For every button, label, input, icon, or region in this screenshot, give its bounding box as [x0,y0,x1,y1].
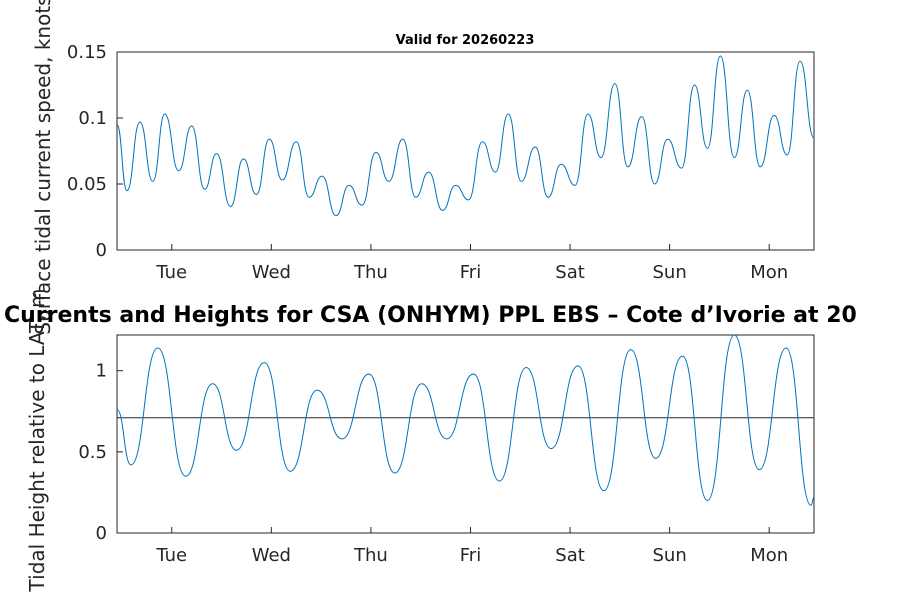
x-tick-label: Sat [555,545,585,566]
current-speed-ylabel: Surface tidal current speed, knots [31,0,55,335]
current-speed-panel: Valid for 20260223 Surface tidal current… [31,0,815,335]
x-tick-label: Sun [652,545,686,566]
x-tick-label: Wed [252,545,291,566]
current-speed-ticks: 0 0.05 0.1 0.15 Tue Wed Thu Fri Sat Sun Mon [67,42,788,283]
tidal-height-panel: 0 0.5 1 Tue Wed Thu Fri Sat Sun Mon Tidal Height … [4,289,857,593]
x-tick-label: Mon [750,545,788,566]
y-tick-label: 1 [96,361,107,382]
x-tick-label: Mon [750,262,788,283]
tidal-height-axes-box [116,334,815,534]
tidal-height-ticks: 0 0.5 1 Tue Wed Thu Fri Sat Sun Mon [78,361,788,566]
main-title: Currents and Heights for CSA (ONHYM) PPL… [4,303,857,328]
x-tick-label: Tue [155,545,187,566]
x-tick-label: Thu [353,262,388,283]
y-tick-label: 0.5 [78,442,107,463]
x-tick-label: Fri [460,545,481,566]
y-tick-label: 0 [96,523,107,544]
current-speed-axes-box [116,51,815,251]
y-tick-label: 0.15 [67,42,107,63]
x-tick-label: Fri [460,262,481,283]
x-tick-label: Sat [555,262,585,283]
x-tick-label: Sun [652,262,686,283]
current-speed-line [116,55,815,217]
tidal-height-line [116,334,815,506]
y-tick-label: 0 [96,240,107,261]
x-tick-label: Thu [353,545,388,566]
y-tick-label: 0.05 [67,174,107,195]
x-tick-label: Wed [252,262,291,283]
x-tick-label: Tue [155,262,187,283]
tidal-height-ylabel: Tidal Height relative to LAT, m [25,289,49,593]
y-tick-label: 0.1 [78,108,107,129]
current-speed-title: Valid for 20260223 [396,33,535,48]
